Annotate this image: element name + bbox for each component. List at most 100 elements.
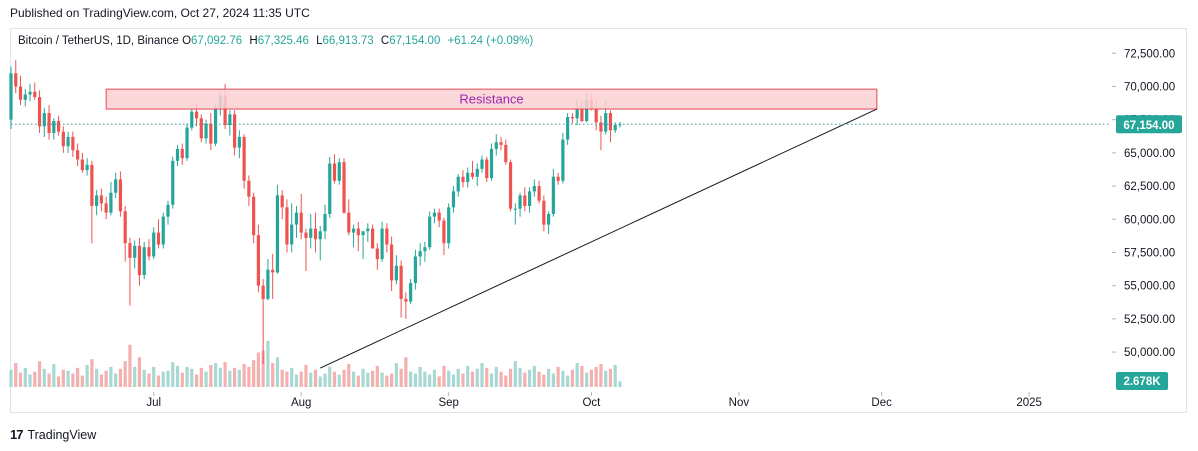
candle-body — [342, 162, 346, 213]
candle-body — [613, 125, 617, 131]
candle-body — [523, 195, 527, 206]
footer-brand: TradingView — [27, 427, 97, 442]
candle-body — [432, 212, 437, 217]
candle-body — [213, 107, 218, 144]
volume-bar — [442, 365, 446, 387]
volume-bar — [328, 366, 332, 387]
volume-bar — [185, 366, 189, 387]
volume-bar — [508, 368, 513, 387]
candle-body — [209, 123, 213, 144]
candle — [256, 224, 260, 293]
volume-bar — [608, 368, 613, 387]
candle-body — [280, 195, 284, 208]
tradingview-footer[interactable]: 17 TradingView — [10, 427, 96, 442]
candle-body — [47, 113, 51, 133]
volume-bar — [9, 369, 13, 387]
volume-bar — [370, 370, 375, 387]
candle-body — [175, 148, 180, 161]
candle-body — [294, 212, 299, 225]
candle-body — [137, 245, 142, 276]
volume-bar — [342, 369, 346, 387]
candle — [290, 203, 294, 253]
y-tick-label: 50,000.00 — [1124, 347, 1175, 359]
candle-body — [499, 142, 503, 145]
legend-open-key: O — [182, 35, 192, 47]
candle — [190, 109, 194, 131]
candle — [90, 160, 94, 244]
candle-body — [551, 176, 555, 214]
volume-bar — [418, 366, 422, 387]
candle-body — [299, 212, 303, 233]
volume-bar — [247, 366, 251, 387]
candle-body — [423, 247, 427, 252]
candle-body — [313, 228, 318, 240]
candle — [28, 83, 32, 102]
volume-bar — [404, 357, 408, 387]
candle — [532, 179, 536, 197]
volume-bar — [575, 363, 579, 387]
volume-bar — [233, 367, 237, 387]
candle — [504, 139, 508, 165]
volume-bar — [347, 364, 351, 387]
volume-bar — [209, 364, 213, 387]
x-tick-label: 2025 — [1016, 397, 1042, 409]
candle — [428, 211, 432, 250]
candle-body — [194, 111, 199, 119]
candle — [494, 134, 498, 156]
candle-body — [71, 136, 75, 151]
volume-bar — [152, 366, 156, 387]
volume-bar — [309, 372, 313, 387]
volume-bar — [28, 374, 32, 387]
volume-bar — [95, 368, 99, 387]
volume-bar — [90, 359, 94, 387]
candle — [42, 107, 46, 137]
candle — [375, 243, 379, 270]
candle — [33, 82, 37, 100]
candle — [147, 239, 151, 261]
candle — [404, 292, 408, 319]
volume-bar — [447, 370, 451, 387]
volume-bar — [323, 373, 327, 387]
volume-badge — [1116, 372, 1168, 390]
volume-bar — [76, 367, 80, 387]
volume-bar — [361, 368, 365, 387]
candle-body — [485, 159, 489, 179]
y-tick-label: 57,500.00 — [1124, 247, 1175, 259]
candle-body — [356, 228, 360, 236]
candle — [294, 206, 299, 238]
volume-bar — [99, 374, 103, 387]
candle — [118, 171, 123, 217]
volume-bar — [356, 375, 360, 387]
candle — [461, 170, 465, 188]
chart-frame — [10, 28, 1187, 413]
volume-bar — [380, 372, 384, 387]
last-price-badge-text: 67,154.00 — [1123, 120, 1174, 132]
candle-body — [18, 86, 23, 100]
candle-body — [380, 228, 384, 260]
candle-body — [147, 247, 151, 257]
candle-body — [447, 207, 451, 244]
candle-body — [451, 191, 456, 208]
candle-body — [532, 186, 536, 192]
volume-bar — [18, 372, 23, 387]
candle — [285, 199, 289, 253]
candle-body — [561, 139, 565, 181]
legend-high-key: H — [249, 35, 258, 47]
volume-bar — [118, 368, 123, 387]
candle-body — [494, 142, 498, 149]
trendline — [320, 108, 878, 369]
candle — [85, 158, 89, 176]
candle — [56, 115, 61, 136]
volume-bar — [594, 366, 598, 387]
legend-open: 67,092.76 — [191, 35, 243, 47]
candle — [275, 184, 280, 274]
candle — [209, 113, 213, 151]
volume-bar — [585, 372, 589, 387]
volume-bar — [409, 371, 413, 387]
candle — [508, 159, 513, 212]
candle — [513, 203, 517, 225]
legend-low: 66,913.73 — [322, 35, 374, 47]
volume-bar — [114, 373, 118, 387]
candle-body — [570, 117, 574, 119]
